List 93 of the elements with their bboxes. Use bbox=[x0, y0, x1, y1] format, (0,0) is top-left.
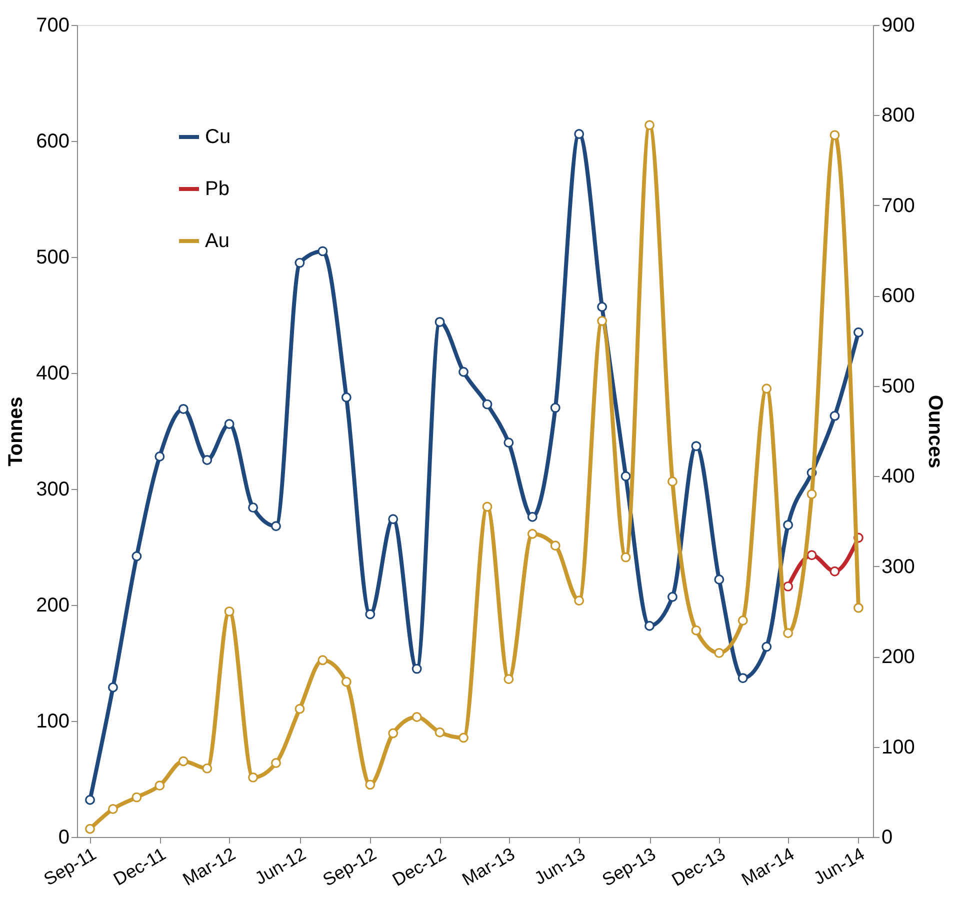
point bbox=[853, 602, 864, 613]
point bbox=[574, 596, 584, 606]
point bbox=[365, 609, 376, 620]
point bbox=[830, 410, 840, 421]
point bbox=[667, 592, 678, 602]
point bbox=[154, 780, 165, 791]
point bbox=[504, 674, 514, 684]
y2-axis-title: Ounces bbox=[924, 394, 946, 468]
y2-tick-label: 300 bbox=[882, 556, 915, 578]
point bbox=[224, 606, 234, 616]
point bbox=[458, 366, 468, 377]
point bbox=[783, 581, 794, 592]
point bbox=[132, 551, 142, 562]
point bbox=[178, 756, 188, 766]
y2-tick-label: 200 bbox=[882, 646, 915, 668]
point bbox=[620, 552, 631, 562]
point bbox=[482, 399, 492, 410]
point bbox=[412, 712, 422, 722]
y2-tick-label: 600 bbox=[882, 285, 915, 308]
point bbox=[667, 476, 678, 486]
point bbox=[527, 512, 538, 522]
point bbox=[644, 620, 654, 631]
y-tick-label: 0 bbox=[58, 826, 70, 848]
point bbox=[154, 452, 165, 462]
point bbox=[830, 566, 840, 576]
y-tick-label: 400 bbox=[36, 362, 70, 384]
point bbox=[644, 120, 654, 130]
point bbox=[550, 540, 560, 551]
point bbox=[550, 402, 560, 413]
y-tick-label: 500 bbox=[36, 246, 70, 268]
legend-label: Pb bbox=[205, 178, 230, 200]
point bbox=[365, 780, 376, 790]
point bbox=[341, 392, 352, 402]
y-tick-label: 200 bbox=[36, 594, 70, 616]
point bbox=[108, 682, 118, 692]
point bbox=[412, 664, 422, 674]
point bbox=[85, 824, 95, 834]
point bbox=[738, 615, 748, 626]
point bbox=[85, 794, 95, 805]
point bbox=[830, 130, 840, 140]
point bbox=[388, 728, 398, 738]
point bbox=[294, 704, 305, 714]
point bbox=[574, 129, 584, 140]
point bbox=[762, 642, 772, 652]
point bbox=[714, 648, 724, 658]
point bbox=[318, 655, 328, 666]
y2-tick-label: 100 bbox=[882, 736, 915, 758]
y2-tick-label: 0 bbox=[882, 826, 893, 848]
point bbox=[783, 628, 794, 638]
point bbox=[248, 772, 258, 782]
y2-tick-label: 500 bbox=[882, 375, 915, 398]
point bbox=[224, 419, 234, 430]
point bbox=[853, 327, 864, 338]
legend-label: Au bbox=[205, 230, 230, 252]
point bbox=[434, 727, 445, 738]
point bbox=[597, 316, 608, 326]
point bbox=[202, 455, 212, 465]
point bbox=[178, 404, 188, 414]
point bbox=[714, 574, 724, 584]
point bbox=[294, 258, 305, 268]
point bbox=[388, 514, 398, 524]
y2-tick-label: 800 bbox=[882, 104, 915, 127]
point bbox=[527, 528, 538, 539]
point bbox=[762, 384, 772, 394]
point bbox=[482, 502, 492, 512]
point bbox=[248, 502, 258, 513]
point bbox=[108, 804, 118, 814]
y-tick-label: 600 bbox=[36, 130, 70, 152]
point bbox=[806, 489, 817, 500]
point bbox=[738, 673, 748, 684]
point bbox=[691, 441, 702, 452]
point bbox=[271, 758, 281, 768]
point bbox=[458, 732, 468, 743]
point bbox=[341, 676, 352, 687]
point bbox=[504, 438, 514, 448]
y-tick-label: 100 bbox=[36, 710, 70, 732]
point bbox=[271, 521, 281, 532]
point bbox=[691, 625, 702, 636]
point bbox=[202, 763, 212, 774]
point bbox=[318, 246, 328, 256]
y2-tick-label: 700 bbox=[882, 194, 915, 217]
y2-tick-label: 400 bbox=[882, 466, 915, 488]
point bbox=[620, 471, 631, 482]
point bbox=[434, 316, 445, 327]
point bbox=[806, 550, 817, 560]
point bbox=[132, 792, 142, 802]
y-tick-label: 700 bbox=[36, 14, 70, 36]
y-axis-title: Tonnes bbox=[5, 396, 28, 466]
point bbox=[597, 302, 608, 312]
y-tick-label: 300 bbox=[36, 478, 70, 500]
legend-label: Cu bbox=[205, 126, 231, 148]
y2-tick-label: 900 bbox=[882, 14, 915, 36]
point bbox=[783, 520, 794, 530]
